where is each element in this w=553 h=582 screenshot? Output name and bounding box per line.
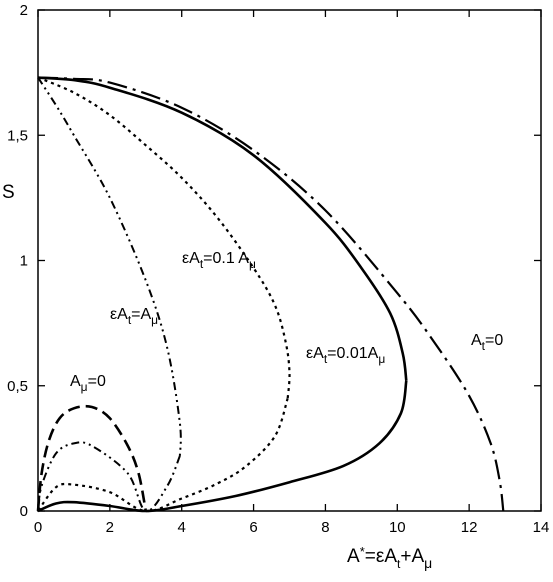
series-line-1-branch-1 — [37, 380, 408, 513]
series-line-0 — [37, 76, 505, 512]
y-tick-label: 1,5 — [7, 127, 28, 144]
x-tick-label: 14 — [533, 519, 550, 536]
y-tick-label: 0 — [20, 503, 28, 520]
x-axis-title-sub-t: t — [397, 557, 401, 571]
x-axis-title: A*=εAt+Aμ — [347, 544, 432, 571]
curves-group — [36, 76, 505, 513]
plot-frame — [37, 9, 542, 512]
y-tick-label: 0,5 — [7, 378, 28, 395]
label-amu-zero: Aμ=0 — [70, 373, 106, 394]
x-tick-label: 12 — [461, 519, 478, 536]
x-axis-title-eq: =εA — [365, 546, 398, 567]
label-at-zero: At=0 — [471, 332, 503, 353]
series-line-2-branch-1 — [37, 397, 289, 513]
x-tick-label: 4 — [178, 519, 186, 536]
x-tick-label: 2 — [106, 519, 114, 536]
y-tick-label: 1 — [20, 253, 28, 270]
label-eps-01: εAt=0.1 Aμ — [182, 250, 256, 271]
x-tick-label: 0 — [34, 519, 42, 536]
series-line-4 — [36, 404, 148, 512]
x-tick-label: 8 — [321, 519, 329, 536]
x-axis-title-plus: +A — [400, 546, 424, 567]
x-tick-label: 10 — [389, 519, 406, 536]
y-tick-label: 2 — [20, 2, 28, 19]
series-line-3-branch-1 — [37, 441, 181, 513]
y-axis-title: S — [2, 182, 15, 203]
plot-frame-group — [37, 9, 542, 512]
series-line-1-branch-0 — [37, 76, 408, 381]
x-axis-title-lhs: A — [347, 546, 360, 567]
x-tick-label: 6 — [249, 519, 257, 536]
x-axis-title-star: * — [360, 544, 365, 559]
x-axis-title-sub-mu: μ — [424, 555, 432, 571]
series-line-3-branch-0 — [37, 77, 182, 456]
label-eps-001: εAt=0.01Aμ — [306, 345, 385, 366]
series-line-2-branch-0 — [37, 76, 291, 399]
label-eps-equal: εAt=Aμ — [110, 306, 158, 327]
